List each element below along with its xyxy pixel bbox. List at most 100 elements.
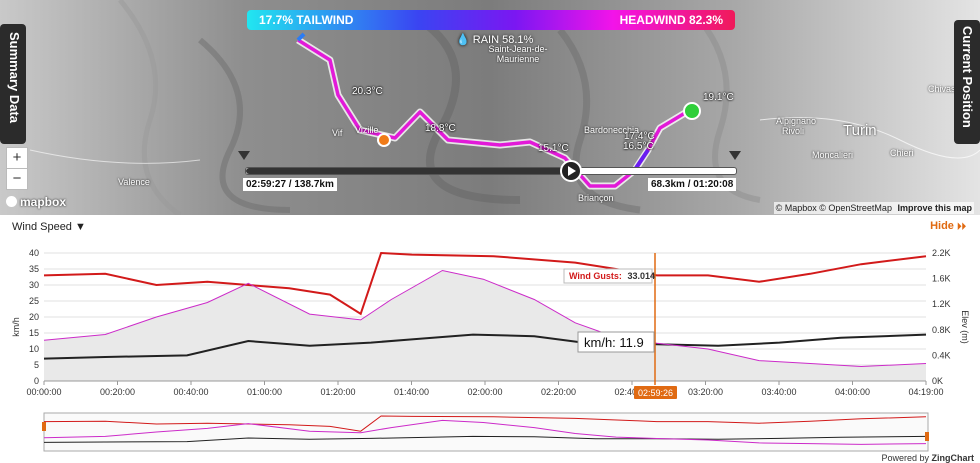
- rain-percentage: RAIN 58.1%: [472, 34, 534, 46]
- zoom-out-button[interactable]: −: [6, 168, 28, 190]
- x-tick-label: 02:40:00: [614, 387, 649, 397]
- y-tick-label: 20: [29, 312, 39, 322]
- x-tick-label: 01:00:00: [247, 387, 282, 397]
- hide-chart-link[interactable]: Hide ⏵⏵: [930, 220, 966, 232]
- improve-map-link[interactable]: Improve this map: [897, 203, 972, 213]
- y-tick-label: 30: [29, 280, 39, 290]
- overview-right-handle[interactable]: [925, 432, 929, 441]
- x-tick-label: 00:20:00: [100, 387, 135, 397]
- metric-selector-label: Wind Speed: [12, 221, 72, 233]
- elevation-area: [44, 270, 926, 381]
- wind-direction-legend: 17.7% TAILWIND HEADWIND 82.3%: [247, 10, 735, 30]
- double-chevron-icon: ⏵⏵: [956, 221, 966, 231]
- y-tick-label: 0: [34, 376, 39, 386]
- y-axis-right: 2.2K 1.6K 1.2K 0.8K 0.4K 0K: [932, 248, 951, 386]
- cursor-time-label: 02:59:26: [638, 388, 673, 398]
- x-tick-label: 02:00:00: [467, 387, 502, 397]
- x-tick-label: 00:40:00: [173, 387, 208, 397]
- y-tick-label: 40: [29, 248, 39, 258]
- wind-speed-line: [43, 333, 927, 360]
- overview-line: [43, 419, 927, 445]
- x-axis: 00:00:00 00:20:00 00:40:00 01:00:00 01:20:00…: [26, 380, 944, 397]
- y-tick-label: 25: [29, 296, 39, 306]
- temperature-label: 18.8°C: [425, 123, 456, 134]
- summary-data-tab[interactable]: Summary Data: [0, 24, 26, 144]
- temperature-label: 19.1°C: [703, 92, 734, 103]
- chevron-down-icon: ▼: [75, 221, 86, 233]
- place-label: Bardonecchia: [584, 125, 640, 135]
- current-position-label: Current Position: [960, 26, 975, 128]
- overview-series: [43, 415, 927, 445]
- y-right-tick-label: 0.4K: [932, 350, 951, 360]
- start-marker[interactable]: [683, 102, 701, 120]
- y-right-tick-label: 0.8K: [932, 325, 951, 335]
- y-tick-label: 5: [34, 360, 39, 370]
- raindrop-icon: 💧: [456, 34, 470, 46]
- hide-label: Hide: [930, 220, 954, 232]
- place-label: Briançon: [578, 193, 614, 203]
- current-position-marker[interactable]: [377, 133, 391, 147]
- overview-frame[interactable]: [43, 412, 929, 452]
- place-label: Moncalieri: [812, 150, 854, 160]
- overview-line: [43, 435, 927, 443]
- x-tick-label: 03:20:00: [688, 387, 723, 397]
- map-attribution: © Mapbox © OpenStreetMap Improve this ma…: [773, 202, 974, 214]
- elevation-fill: [44, 270, 926, 381]
- place-label: Alpignano: [776, 116, 817, 126]
- temperature-label: 20.3°C: [352, 86, 383, 97]
- mapbox-icon: [6, 196, 17, 207]
- timeline-left-marker[interactable]: [238, 151, 250, 160]
- speed-tooltip: km/h: 11.9: [584, 335, 644, 350]
- zingchart-brand: ZingChart: [931, 453, 975, 463]
- gust-tooltip-value: 33.014: [627, 271, 655, 281]
- place-label: Vif: [332, 128, 343, 138]
- mapbox-logo[interactable]: mapbox: [6, 195, 66, 209]
- place-label: Valence: [118, 177, 150, 187]
- timeline-play-button[interactable]: [560, 160, 582, 182]
- x-tick-label: 02:20:00: [541, 387, 576, 397]
- metric-selector[interactable]: Wind Speed ▼: [12, 221, 86, 233]
- route-map[interactable]: Saint-Jean-de-Maurienne Valence Vif Vizi…: [0, 0, 980, 215]
- temperature-label: 15.1°C: [538, 143, 569, 154]
- timeline-left-label: 02:59:27 / 138.7km: [243, 178, 337, 191]
- place-label: Vizille: [355, 125, 379, 135]
- wind-gusts-line: [43, 251, 927, 316]
- gust-tooltip-box: [563, 268, 653, 284]
- gust-tooltip-label: Wind Gusts:: [569, 271, 622, 281]
- y-right-tick-label: 0K: [932, 376, 943, 386]
- elevation-line: [43, 269, 927, 368]
- overview-left-handle[interactable]: [42, 422, 46, 431]
- tailwind-label: 17.7% TAILWIND: [259, 13, 354, 27]
- temperature-label: 17.4°C: [624, 131, 655, 142]
- chart-panel: Wind Speed ▼ Hide ⏵⏵ 40 35 30 25 20 15 10 5 0 2.…: [0, 215, 980, 463]
- mapbox-label: mapbox: [20, 195, 67, 209]
- zoom-in-button[interactable]: +: [6, 147, 28, 169]
- x-tick-label: 04:00:00: [835, 387, 870, 397]
- y-axis-right-label: Elev (m): [960, 310, 970, 344]
- x-tick-label: 04:19:00: [908, 387, 943, 397]
- map-background: [0, 0, 980, 215]
- x-tick-label: 01:40:00: [394, 387, 429, 397]
- x-tick-label: 03:40:00: [761, 387, 796, 397]
- y-tick-label: 35: [29, 264, 39, 274]
- cursor-time-badge: [634, 386, 677, 399]
- play-icon: [568, 166, 576, 176]
- x-tick-label: 00:00:00: [26, 387, 61, 397]
- summary-data-label: Summary Data: [7, 32, 22, 124]
- timeline-right-marker[interactable]: [729, 151, 741, 160]
- gust-tooltip: Wind Gusts: 33.014: [569, 271, 655, 281]
- y-right-tick-label: 1.6K: [932, 274, 951, 284]
- rain-label: 💧 RAIN 58.1%: [456, 33, 533, 46]
- timeline-right-label: 68.3km / 01:20:08: [648, 178, 737, 191]
- x-tick-label: 01:20:00: [320, 387, 355, 397]
- place-label: Saint-Jean-de-Maurienne: [488, 44, 548, 64]
- place-label: Rivoli: [782, 126, 805, 136]
- timeline-progress: [246, 168, 564, 174]
- powered-by[interactable]: Powered by ZingChart: [881, 453, 974, 463]
- current-position-tab[interactable]: Current Position: [954, 20, 980, 144]
- series-lines: [43, 251, 927, 368]
- powered-by-label: Powered by: [881, 453, 929, 463]
- place-label: Chivasso: [928, 84, 966, 94]
- y-tick-label: 15: [29, 328, 39, 338]
